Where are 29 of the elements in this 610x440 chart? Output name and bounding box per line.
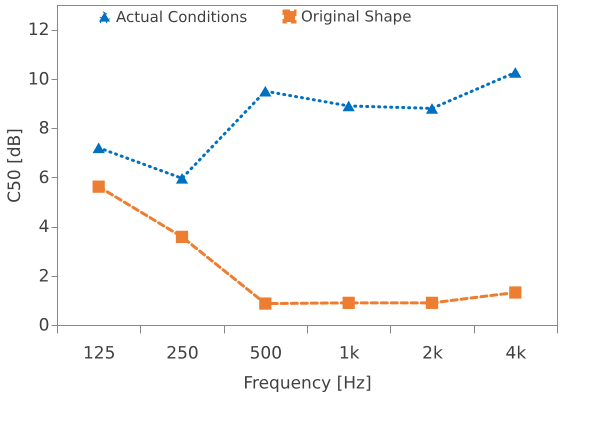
point — [176, 230, 188, 243]
legend-label: Original Shape — [301, 8, 412, 26]
x-tick-label: 250 — [166, 344, 199, 364]
x-tick-label: 4k — [505, 344, 526, 364]
point — [509, 286, 522, 299]
x-tick-label: 500 — [250, 344, 282, 364]
x-tick-label: 1k — [338, 344, 360, 364]
y-tick-label: 4 — [38, 217, 50, 238]
y-tick-label: 8 — [38, 118, 50, 139]
y-tick-label: 2 — [38, 266, 50, 286]
x-tick-label: 125 — [82, 344, 116, 364]
y-tick-label: 0 — [38, 316, 50, 336]
point — [259, 297, 272, 310]
x-tick-label: 2k — [422, 344, 443, 364]
y-axis-title: C50 [dB] — [4, 128, 25, 203]
point — [342, 100, 355, 112]
legend-label: Actual Conditions — [116, 8, 248, 26]
point — [426, 296, 438, 309]
point — [176, 172, 188, 184]
x-axis-title: Frequency [Hz] — [243, 374, 372, 394]
point — [259, 86, 272, 96]
point — [92, 142, 105, 154]
y-tick-label: 10 — [28, 69, 50, 90]
point — [342, 296, 355, 309]
y-tick-label: 6 — [38, 168, 50, 188]
y-tick-label: 12 — [28, 20, 50, 40]
point — [92, 180, 105, 193]
point — [509, 67, 522, 78]
point — [426, 103, 438, 114]
